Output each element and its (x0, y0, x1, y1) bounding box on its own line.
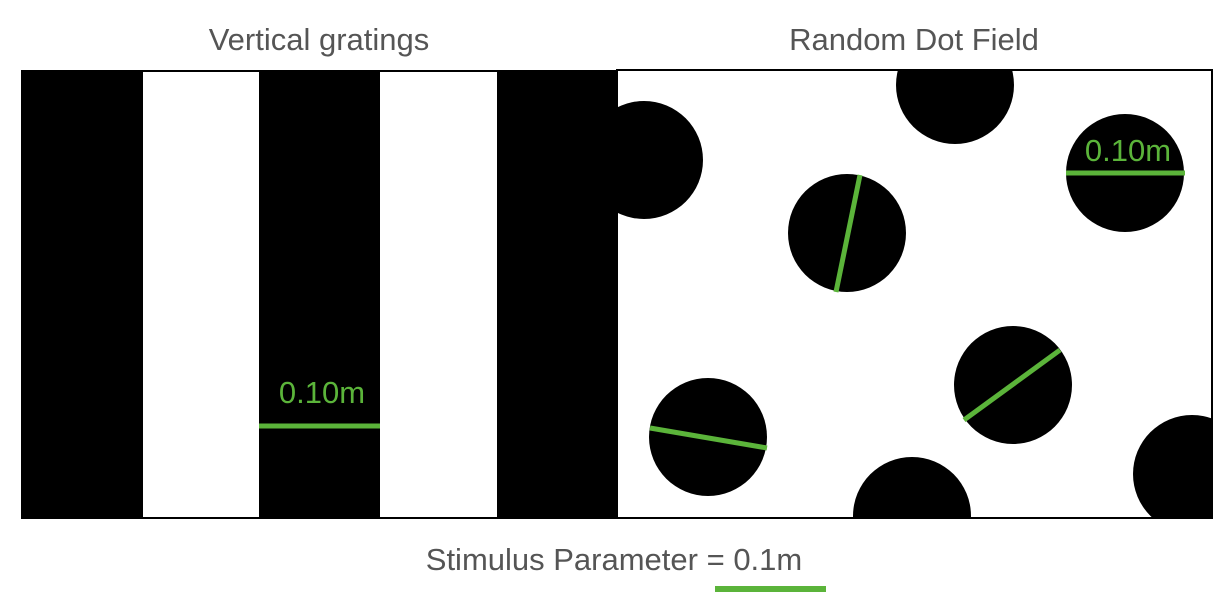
grating-bar-black (22, 71, 143, 518)
dot-field-panel-title: Random Dot Field (789, 22, 1039, 57)
dot (617, 101, 703, 219)
dot-diameter-marker (833, 174, 863, 293)
grating-bar-black (259, 71, 380, 518)
caption-underline (715, 586, 827, 592)
caption-prefix: Stimulus Parameter = (425, 542, 725, 577)
stimulus-parameter-caption: Stimulus Parameter = 0.1m (0, 542, 1228, 592)
grating-panel-title: Vertical gratings (208, 22, 430, 57)
dot (853, 457, 971, 518)
dot (1133, 415, 1212, 518)
caption-value-wrap: 0.1m (715, 542, 827, 592)
dot-diameter-marker (649, 425, 768, 451)
dot (896, 70, 1014, 144)
dot-diameter-marker (962, 347, 1062, 423)
grating-bar-black (497, 71, 617, 518)
grating-width-label: 0.10m (279, 375, 365, 410)
dot-field-panel: 0.10m (616, 69, 1213, 519)
grating-panel: 0.10m (21, 70, 617, 519)
dot-diameter-label: 0.10m (1085, 133, 1171, 168)
caption-value: 0.1m (733, 542, 803, 577)
dot-field-frame (616, 69, 1213, 519)
